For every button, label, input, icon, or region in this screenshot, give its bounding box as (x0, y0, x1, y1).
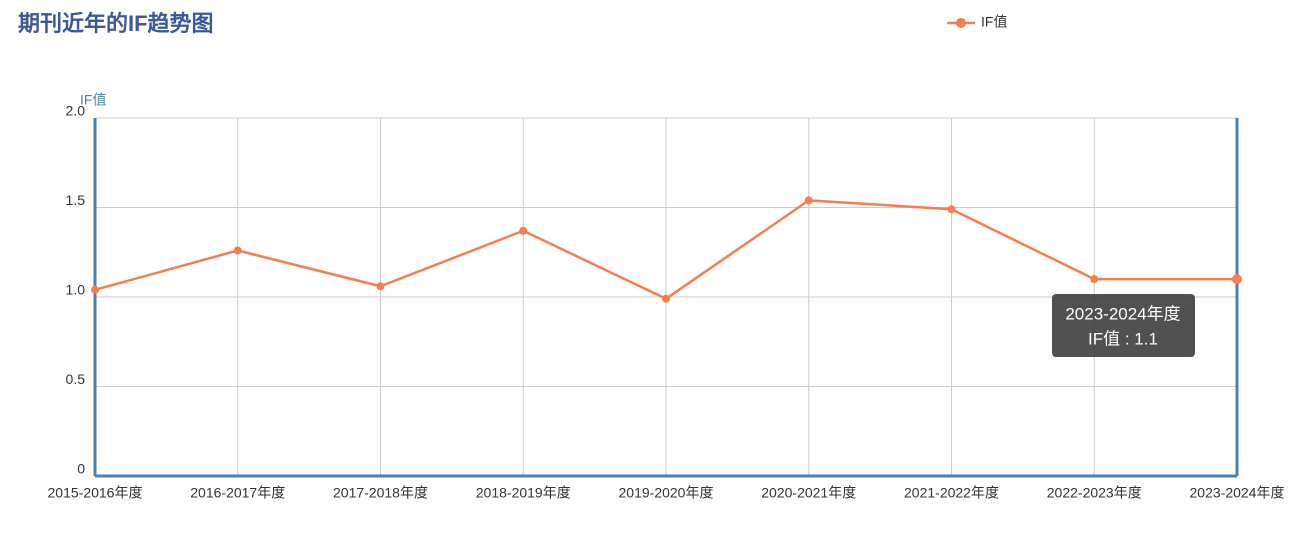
x-tick-label: 2019-2020年度 (619, 485, 714, 501)
data-point (947, 205, 956, 214)
y-axis-label: IF值 (80, 92, 106, 108)
y-tick-label: 0 (77, 461, 85, 477)
y-tick-label: 2.0 (66, 103, 86, 119)
x-tick-label: 2016-2017年度 (190, 485, 285, 501)
data-point (662, 294, 670, 303)
x-tick-label: 2020-2021年度 (761, 485, 856, 501)
data-point (1090, 275, 1099, 284)
x-tick-label: 2023-2024年度 (1190, 485, 1285, 501)
x-tick-label: 2018-2019年度 (476, 485, 571, 501)
y-tick-label: 1.5 (66, 192, 86, 208)
tooltip-title: 2023-2024年度 (1065, 304, 1180, 323)
y-tick-label: 0.5 (66, 371, 86, 387)
chart-title: 期刊近年的IF趋势图 (18, 11, 214, 36)
legend-label: IF值 (981, 14, 1007, 30)
tooltip-text: IF值 : 1.1 (1088, 329, 1158, 348)
data-point (91, 285, 99, 294)
x-tick-label: 2021-2022年度 (904, 485, 999, 501)
data-point (376, 282, 385, 291)
y-tick-label: 1.0 (66, 282, 86, 298)
tooltip: 2023-2024年度 IF值 : 1.1 (1052, 294, 1195, 357)
x-tick-label: 2015-2016年度 (48, 485, 143, 501)
data-point (804, 196, 813, 205)
tooltip-box (1052, 294, 1195, 357)
legend-marker (956, 18, 966, 28)
data-point (519, 226, 528, 235)
data-point (1232, 274, 1242, 285)
x-tick-label: 2022-2023年度 (1047, 485, 1142, 501)
data-point (233, 246, 242, 255)
x-tick-label: 2017-2018年度 (333, 485, 428, 501)
